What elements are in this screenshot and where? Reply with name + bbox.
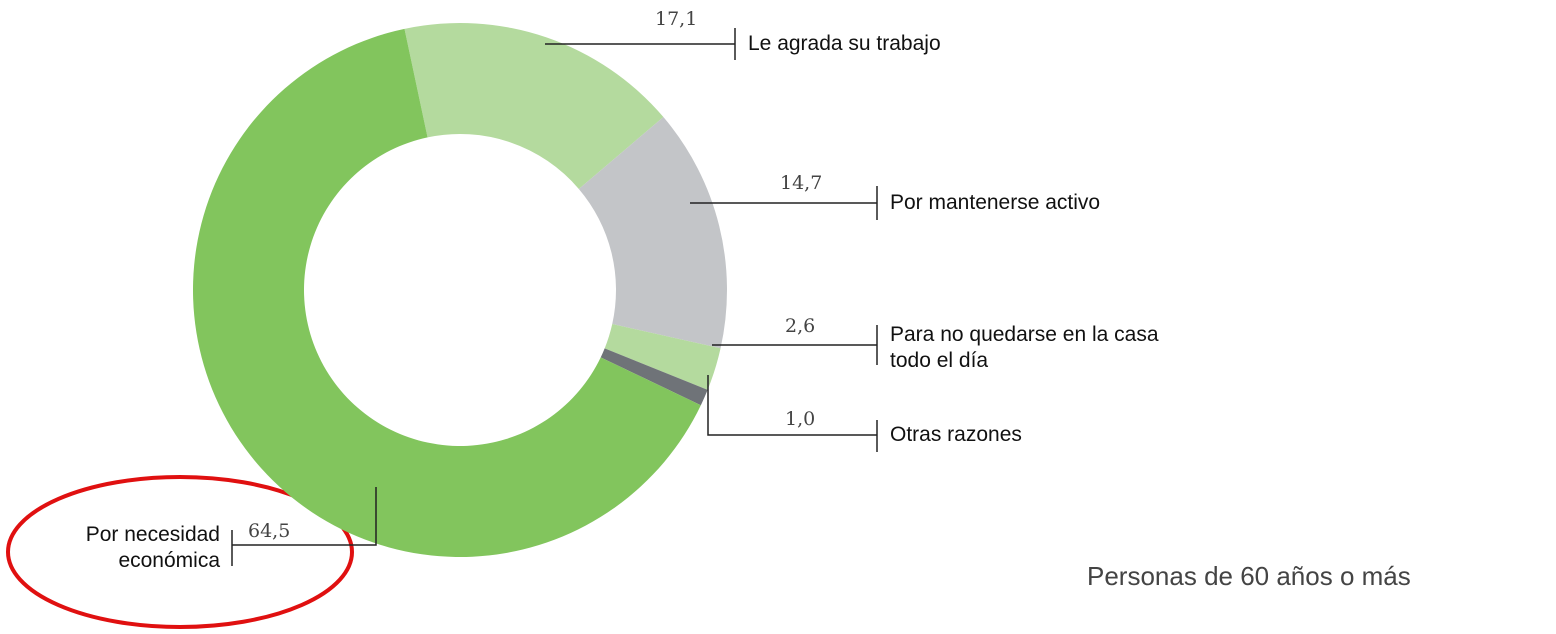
value-label: 17,1 — [655, 8, 698, 30]
donut-segment — [193, 28, 701, 557]
leader-line — [232, 487, 377, 546]
value-label: 14,7 — [780, 172, 823, 194]
value-label: 2,6 — [785, 315, 816, 337]
category-label: Le agrada su trabajo — [748, 32, 941, 55]
category-label: Para no quedarse en la casa todo el día — [890, 323, 1159, 372]
category-label: Por necesidad económica — [85, 523, 220, 572]
donut-segment — [600, 348, 708, 406]
category-label: Por mantenerse activo — [890, 191, 1101, 214]
donut-segment — [578, 117, 727, 349]
donut-segment — [404, 23, 664, 189]
annotation: Personas de 60 años o más — [1087, 561, 1411, 591]
value-label: 64,5 — [248, 520, 291, 542]
highlight-ellipse — [6, 475, 354, 629]
leader-line — [707, 375, 877, 436]
value-label: 1,0 — [785, 408, 816, 430]
category-label: Otras razones — [890, 423, 1022, 446]
donut-segment — [604, 324, 721, 390]
